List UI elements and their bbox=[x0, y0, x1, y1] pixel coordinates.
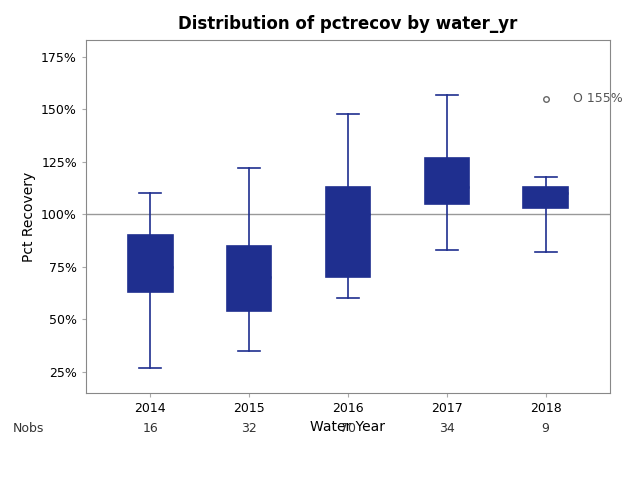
PathPatch shape bbox=[424, 157, 469, 204]
Y-axis label: Pct Recovery: Pct Recovery bbox=[22, 171, 36, 262]
Text: 32: 32 bbox=[241, 421, 257, 434]
PathPatch shape bbox=[128, 235, 173, 292]
PathPatch shape bbox=[326, 187, 370, 277]
Text: 70: 70 bbox=[340, 421, 356, 434]
PathPatch shape bbox=[524, 187, 568, 208]
Text: 9: 9 bbox=[541, 421, 550, 434]
PathPatch shape bbox=[227, 246, 271, 311]
X-axis label: Water Year: Water Year bbox=[310, 420, 385, 434]
Title: Distribution of pctrecov by water_yr: Distribution of pctrecov by water_yr bbox=[179, 15, 518, 33]
Text: 16: 16 bbox=[143, 421, 158, 434]
Text: Nobs: Nobs bbox=[13, 421, 44, 434]
Text: 34: 34 bbox=[439, 421, 454, 434]
Text: O 155%: O 155% bbox=[573, 92, 623, 106]
